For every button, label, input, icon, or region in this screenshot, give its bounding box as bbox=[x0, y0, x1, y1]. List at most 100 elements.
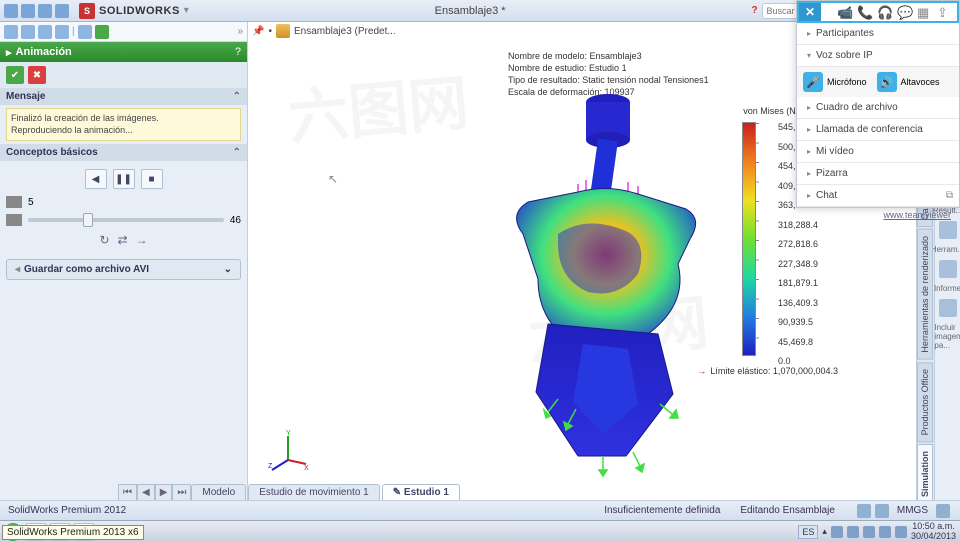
status-icon[interactable] bbox=[936, 504, 950, 518]
tool-label: Informe bbox=[934, 284, 960, 293]
tv-filebox[interactable]: ▸Cuadro de archivo bbox=[797, 97, 959, 119]
legend-tick: 136,409.3 bbox=[778, 298, 818, 318]
anim-title-label: Animación bbox=[16, 46, 72, 58]
save-collapse-icon[interactable]: ⌄ bbox=[224, 264, 232, 275]
lang-indicator[interactable]: ES bbox=[798, 525, 818, 539]
stop-button[interactable]: ■ bbox=[141, 169, 163, 189]
tab-next[interactable]: ▶ bbox=[155, 484, 173, 500]
save-avi-button[interactable]: ◂ Guardar como archivo AVI ⌄ bbox=[6, 259, 241, 280]
tv-chat-icon[interactable]: 💬 bbox=[897, 5, 911, 19]
collapse-icon[interactable]: ⌃ bbox=[233, 91, 241, 102]
tv-mic-icon[interactable]: 🎧 bbox=[877, 5, 891, 19]
cancel-button[interactable]: ✖ bbox=[28, 66, 46, 84]
collapse-icon[interactable]: ⌃ bbox=[233, 147, 241, 158]
animation-title: ▸ Animación ? bbox=[0, 42, 247, 62]
basics-header[interactable]: Conceptos básicos ⌃ bbox=[0, 144, 247, 161]
svg-text:X: X bbox=[304, 465, 309, 472]
tray-expand-icon[interactable]: ▴ bbox=[822, 526, 827, 537]
legend-tick: 45,469.8 bbox=[778, 337, 818, 357]
info-model: Nombre de modelo: Ensamblaje3 bbox=[508, 50, 709, 62]
ft-anim-icon[interactable] bbox=[95, 25, 109, 39]
brand-label: SOLIDWORKS bbox=[99, 5, 180, 17]
frame-value: 5 bbox=[28, 197, 34, 208]
left-panel: | » ▸ Animación ? ✔ ✖ Mensaje ⌃ Finalizó… bbox=[0, 22, 248, 500]
ft-expand-icon[interactable]: » bbox=[237, 26, 243, 37]
legend-colorbar bbox=[742, 122, 756, 356]
tv-row-label: Llamada de conferencia bbox=[816, 124, 923, 135]
tv-board-icon[interactable]: ▦ bbox=[917, 5, 931, 19]
tv-row-label: Cuadro de archivo bbox=[816, 102, 898, 113]
clock[interactable]: 10:50 a.m. 30/04/2013 bbox=[911, 522, 956, 541]
legend-tick: 90,939.5 bbox=[778, 317, 818, 337]
tab-first[interactable]: ⏮ bbox=[118, 484, 137, 500]
loop-icon[interactable]: ↻ bbox=[99, 233, 109, 247]
speed-slider[interactable] bbox=[28, 218, 224, 222]
tray-icon[interactable] bbox=[831, 526, 843, 538]
ok-button[interactable]: ✔ bbox=[6, 66, 24, 84]
tab-last[interactable]: ⏭ bbox=[172, 484, 191, 500]
tv-whiteboard[interactable]: ▸Pizarra bbox=[797, 163, 959, 185]
tv-participants[interactable]: ▸Participantes bbox=[797, 23, 959, 45]
feature-tabs: | » bbox=[0, 22, 247, 42]
ft-extra-icon[interactable] bbox=[78, 25, 92, 39]
tv-popout-icon[interactable]: ⧉ bbox=[946, 190, 953, 201]
ft-config-icon[interactable] bbox=[21, 25, 35, 39]
tv-video[interactable]: ▸Mi vídeo bbox=[797, 141, 959, 163]
tv-phone-icon[interactable]: 📞 bbox=[857, 5, 871, 19]
tv-speaker-button[interactable]: 🔊 bbox=[877, 72, 897, 92]
tv-voip[interactable]: ▾Voz sobre IP bbox=[797, 45, 959, 67]
ft-sim-icon[interactable] bbox=[55, 25, 69, 39]
tab-motion[interactable]: Estudio de movimiento 1 bbox=[248, 484, 380, 500]
message-header[interactable]: Mensaje ⌃ bbox=[0, 88, 247, 105]
help-icon[interactable]: ? bbox=[751, 5, 757, 16]
vtab-productos-office[interactable]: Productos Office bbox=[917, 362, 933, 442]
anim-help[interactable]: ? bbox=[235, 46, 241, 58]
product-label: SolidWorks Premium 2012 bbox=[8, 505, 604, 516]
tooltip: SolidWorks Premium 2013 x6 bbox=[2, 525, 144, 540]
status-icon[interactable] bbox=[857, 504, 871, 518]
view-triad[interactable]: Y X Z bbox=[268, 430, 308, 470]
feature-breadcrumb[interactable]: 📌• Ensamblaje3 (Predet... bbox=[252, 24, 396, 38]
tab-prev[interactable]: ◀ bbox=[137, 484, 155, 500]
bounce-icon[interactable]: ⇄ bbox=[118, 233, 128, 247]
qat-print-icon[interactable] bbox=[55, 4, 69, 18]
tv-video-icon[interactable]: 📹 bbox=[837, 5, 851, 19]
bottom-tabs: ⏮ ◀ ▶ ⏭ Modelo Estudio de movimiento 1 ✎… bbox=[118, 482, 462, 500]
ft-feature-icon[interactable] bbox=[4, 25, 18, 39]
message-header-label: Mensaje bbox=[6, 91, 45, 102]
vtab-herramientas-de-renderizado[interactable]: Herramientas de renderizado bbox=[917, 229, 933, 360]
app-logo: S SOLIDWORKS ▾ bbox=[79, 3, 189, 19]
tv-link[interactable]: www.teamviewer bbox=[797, 207, 959, 223]
tab-study[interactable]: ✎ Estudio 1 bbox=[382, 484, 460, 500]
tray-volume-icon[interactable] bbox=[895, 526, 907, 538]
qat-new-icon[interactable] bbox=[4, 4, 18, 18]
qat-save-icon[interactable] bbox=[38, 4, 52, 18]
basics-header-label: Conceptos básicos bbox=[6, 147, 98, 158]
tv-chat[interactable]: ▸Chat⧉ bbox=[797, 185, 959, 207]
status-bar: SolidWorks Premium 2012 Insuficientement… bbox=[0, 500, 960, 520]
tv-share-icon[interactable]: ⇪ bbox=[937, 5, 951, 19]
legend-tick: 181,879.1 bbox=[778, 278, 818, 298]
fea-model bbox=[428, 84, 768, 474]
pause-button[interactable]: ❚❚ bbox=[113, 169, 135, 189]
tv-conference[interactable]: ▸Llamada de conferencia bbox=[797, 119, 959, 141]
yield-label: → Límite elástico: 1,070,000,004.3 bbox=[697, 366, 838, 376]
frame-icon bbox=[6, 196, 22, 208]
tray-icon[interactable] bbox=[847, 526, 859, 538]
status-icon[interactable] bbox=[875, 504, 889, 518]
tray-network-icon[interactable] bbox=[879, 526, 891, 538]
tv-close-button[interactable]: ✕ bbox=[799, 3, 821, 21]
vtab-simulation[interactable]: Simulation bbox=[917, 444, 933, 504]
tool-icon[interactable] bbox=[939, 299, 957, 317]
tray-icon[interactable] bbox=[863, 526, 875, 538]
once-icon[interactable]: → bbox=[136, 233, 148, 247]
tool-icon[interactable] bbox=[939, 260, 957, 278]
tool-icon[interactable] bbox=[939, 221, 957, 239]
tab-model[interactable]: Modelo bbox=[191, 484, 246, 500]
unit-label[interactable]: MMGS bbox=[897, 505, 928, 516]
prev-button[interactable]: ◀ bbox=[85, 169, 107, 189]
qat-open-icon[interactable] bbox=[21, 4, 35, 18]
tv-mic-button[interactable]: 🎤 bbox=[803, 72, 823, 92]
ft-display-icon[interactable] bbox=[38, 25, 52, 39]
pin-icon[interactable]: 📌 bbox=[252, 26, 264, 37]
